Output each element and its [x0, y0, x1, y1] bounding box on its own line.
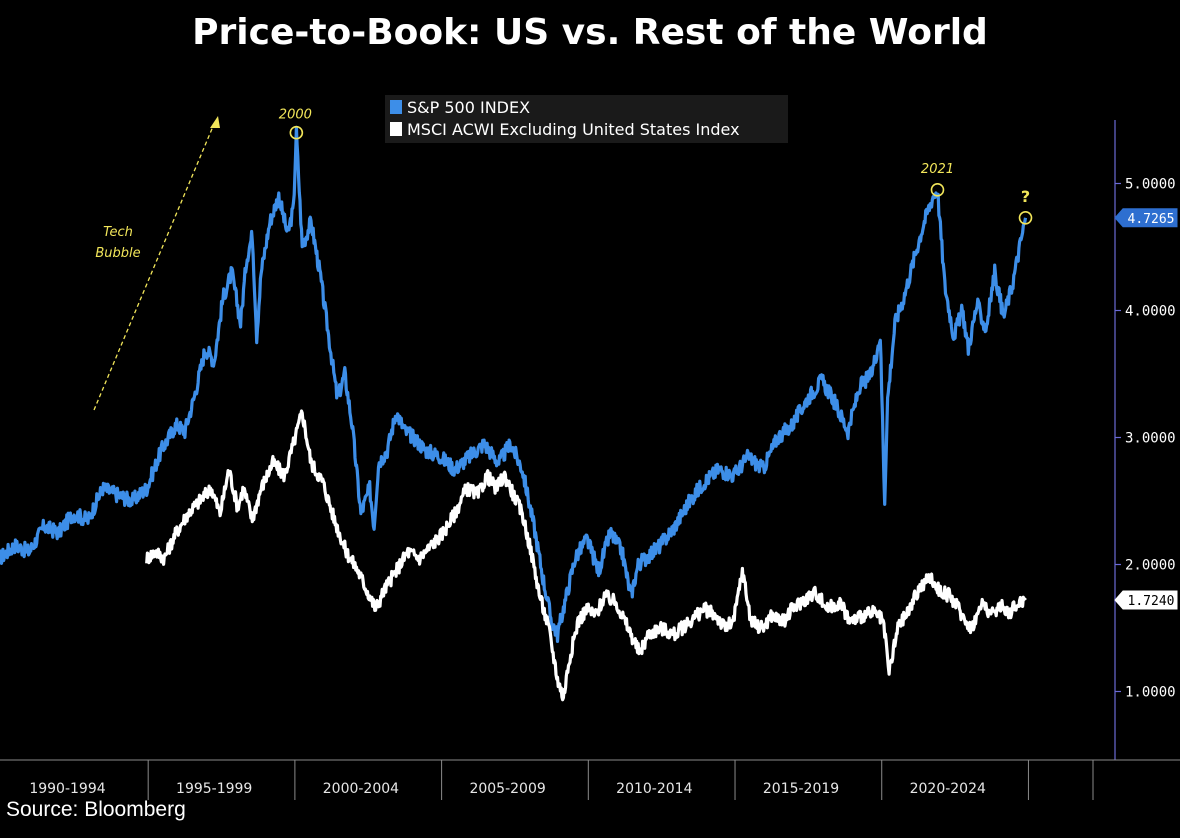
- legend-swatch: [390, 122, 402, 136]
- tech-bubble-arrow-head: [210, 116, 220, 128]
- last-value-tag-msci: 1.7240: [1114, 590, 1178, 610]
- x-tick-label: 1990-1994: [29, 781, 105, 797]
- x-tick-label: 2015-2019: [763, 781, 839, 797]
- x-tick-label: 1995-1999: [176, 781, 252, 797]
- tech-bubble-arrow-line: [93, 123, 215, 411]
- x-tick-label: 2005-2009: [469, 781, 545, 797]
- annotation-2021: 2021: [921, 162, 954, 177]
- peak-marker-circle: [1018, 210, 1033, 225]
- y-tick-label: 4.0000: [1125, 304, 1176, 320]
- x-tick-label: 2000-2004: [323, 781, 399, 797]
- annotation-question-mark: ?: [1021, 187, 1030, 206]
- chart-title: Price-to-Book: US vs. Rest of the World: [192, 12, 988, 53]
- peak-marker-circle: [289, 125, 304, 140]
- series-line-sp500: [0, 125, 1028, 644]
- legend: S&P 500 INDEX MSCI ACWI Excluding United …: [385, 95, 788, 143]
- last-value-tag-shape: [1114, 590, 1178, 610]
- last-value-tag-sp500: 4.7265: [1114, 208, 1178, 228]
- y-tick-label: 5.0000: [1125, 177, 1176, 193]
- legend-label: MSCI ACWI Excluding United States Index: [407, 120, 740, 139]
- annotation-bubble: Bubble: [95, 246, 140, 261]
- x-tick-label: 2010-2014: [616, 781, 692, 797]
- y-tick-label: 1.0000: [1125, 685, 1176, 701]
- x-tick-label: 2020-2024: [910, 781, 986, 797]
- last-value-tag-shape: [1114, 208, 1178, 228]
- y-tick-label: 3.0000: [1125, 431, 1176, 447]
- peak-marker-circle: [930, 183, 945, 197]
- series-line-msci-acwi-ex-us: [145, 409, 1027, 702]
- y-tick-label: 2.0000: [1125, 558, 1176, 574]
- legend-background: [385, 95, 788, 143]
- legend-label: S&P 500 INDEX: [407, 98, 530, 117]
- last-value-tag-text: 1.7240: [1128, 594, 1175, 609]
- annotation-2000: 2000: [279, 108, 312, 123]
- last-value-tag-text: 4.7265: [1128, 212, 1175, 227]
- source-note: Source: Bloomberg: [6, 798, 186, 821]
- legend-swatch: [390, 100, 402, 114]
- annotation-tech: Tech: [103, 225, 133, 240]
